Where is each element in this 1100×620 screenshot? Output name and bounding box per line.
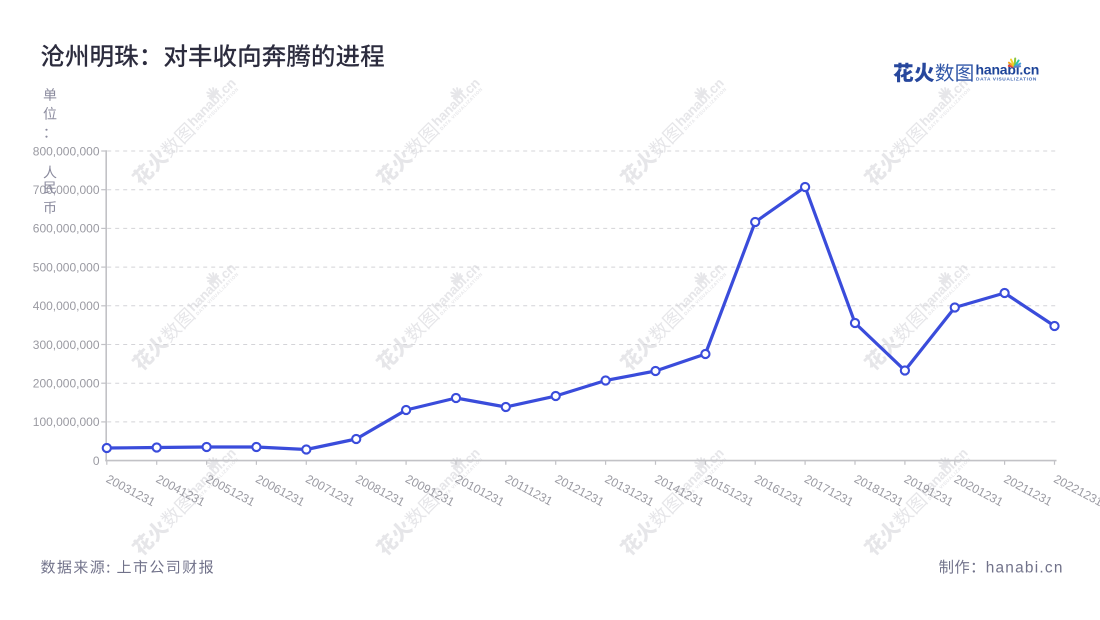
svg-text:400,000,000: 400,000,000: [33, 299, 100, 313]
svg-text:20111231: 20111231: [503, 472, 555, 509]
svg-text:20131231: 20131231: [603, 472, 657, 510]
svg-text:20221231: 20221231: [1051, 472, 1100, 510]
svg-text:300,000,000: 300,000,000: [33, 338, 100, 352]
svg-text:DATA VISUALIZATION: DATA VISUALIZATION: [976, 77, 1037, 83]
svg-text:100,000,000: 100,000,000: [33, 415, 100, 429]
svg-text:20161231: 20161231: [752, 472, 806, 510]
svg-text:20061231: 20061231: [253, 472, 307, 510]
svg-text:20031231: 20031231: [104, 472, 158, 510]
svg-text:hanabi.cn: hanabi.cn: [986, 560, 1064, 577]
svg-text:20181231: 20181231: [852, 472, 906, 510]
svg-text:0: 0: [93, 454, 100, 468]
svg-text:hanabi.cn: hanabi.cn: [976, 62, 1040, 78]
svg-text:20051231: 20051231: [204, 472, 258, 510]
svg-text:20101231: 20101231: [453, 472, 507, 510]
svg-text:20071231: 20071231: [303, 472, 357, 510]
svg-text:800,000,000: 800,000,000: [33, 144, 100, 158]
svg-text:600,000,000: 600,000,000: [33, 222, 100, 236]
svg-text:500,000,000: 500,000,000: [33, 260, 100, 274]
svg-text:20121231: 20121231: [553, 472, 607, 510]
svg-text:20211231: 20211231: [1002, 472, 1055, 509]
svg-text:20171231: 20171231: [802, 472, 856, 510]
svg-text:700,000,000: 700,000,000: [33, 183, 100, 197]
svg-text:20151231: 20151231: [702, 472, 756, 510]
svg-text:200,000,000: 200,000,000: [33, 377, 100, 391]
svg-text:20081231: 20081231: [353, 472, 407, 510]
svg-text:20201231: 20201231: [952, 472, 1006, 510]
